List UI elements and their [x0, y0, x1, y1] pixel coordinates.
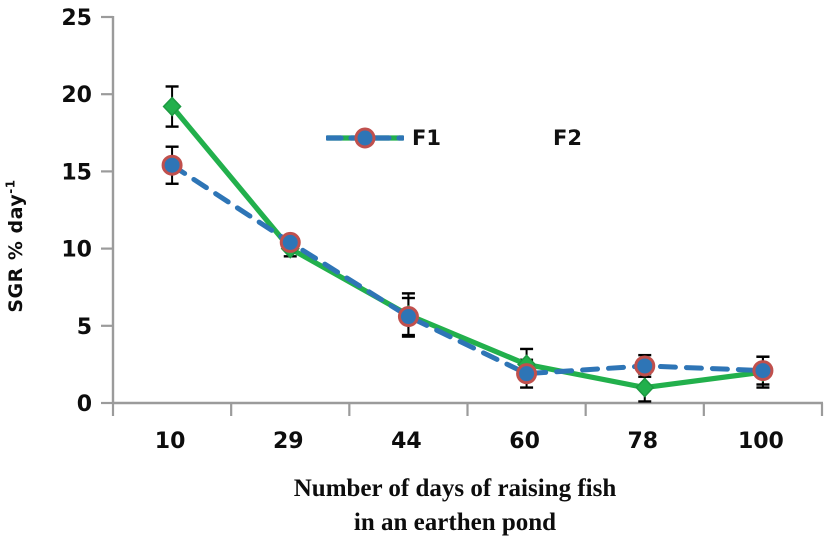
legend-label-f2: F2 — [552, 126, 582, 150]
y-tick-label: 0 — [77, 392, 92, 417]
y-axis-title-text: SGR % day — [4, 193, 27, 313]
marker-circle-f2 — [516, 363, 538, 385]
series-line-f2 — [169, 162, 766, 377]
y-tick-label: 25 — [61, 6, 92, 31]
legend-sample-f2 — [326, 124, 545, 152]
y-axis-title-superscript: -1 — [3, 179, 18, 194]
x-tick-label: 100 — [738, 429, 784, 454]
y-tick-label: 10 — [61, 238, 92, 263]
marker-circle-f2 — [354, 127, 376, 149]
series-line-f1 — [170, 104, 764, 391]
marker-circle-f2 — [397, 306, 419, 328]
x-axis-title-line1: Number of days of raising fish — [293, 475, 617, 502]
x-axis-title: Number of days of raising fish in an ear… — [90, 472, 820, 540]
x-tick-label: 44 — [391, 429, 422, 454]
y-axis-title: SGR % day-1 — [4, 144, 30, 349]
x-tick-label: 10 — [155, 429, 186, 454]
legend-label-f1: F1 — [412, 126, 441, 150]
marker-circle-f2 — [752, 360, 774, 382]
marker-circle-f2 — [161, 154, 183, 176]
legend-item-f2: F2 — [326, 124, 582, 152]
legend-sample-graphic-f2 — [326, 127, 404, 149]
marker-circle-f2 — [634, 355, 656, 377]
chart-legend: F1 F2 — [326, 124, 582, 152]
x-axis-title-line2: in an earthen pond — [353, 509, 557, 536]
y-tick-label: 20 — [61, 83, 92, 108]
x-tick-label: 29 — [273, 429, 304, 454]
y-tick-label: 15 — [61, 160, 92, 185]
x-tick-label: 78 — [627, 429, 658, 454]
x-tick-label: 60 — [509, 429, 540, 454]
y-tick-label: 5 — [77, 315, 92, 340]
marker-diamond-f1 — [635, 377, 655, 398]
marker-circle-f2 — [279, 231, 301, 253]
marker-diamond-f1 — [162, 96, 182, 117]
